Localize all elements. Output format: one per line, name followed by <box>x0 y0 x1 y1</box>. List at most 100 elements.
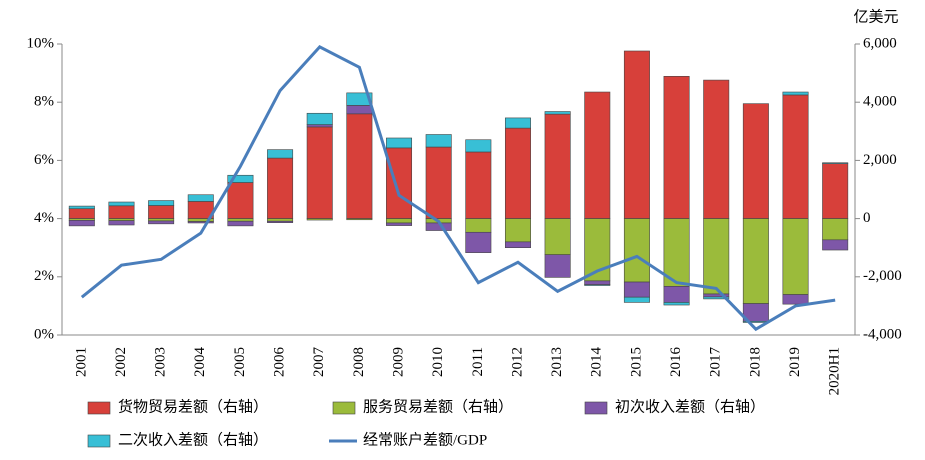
bar-segment <box>822 163 849 219</box>
line <box>80 45 836 332</box>
bar-segment <box>703 218 730 295</box>
legend-swatch <box>332 401 356 415</box>
bar-segment <box>148 220 175 225</box>
bar-segment <box>306 112 333 125</box>
x-tick-label: 2018 <box>747 347 763 377</box>
y2-tick-label: 2,000 <box>863 152 897 168</box>
bar-segment <box>306 126 333 219</box>
bar-segment <box>148 200 175 206</box>
bar-segment <box>623 50 650 219</box>
bar-segment <box>108 205 135 219</box>
bar-segment <box>346 218 373 221</box>
bar-segment <box>623 218 650 283</box>
legend-swatch <box>87 434 111 448</box>
bar-segment <box>703 296 730 300</box>
bar-segment <box>108 218 135 221</box>
bar-segment <box>267 157 294 219</box>
bar-segment <box>782 91 809 96</box>
y-tick-label: 10% <box>27 35 55 51</box>
bar-segment <box>306 218 333 221</box>
bar-segment <box>227 218 254 222</box>
legend-label: 初次收入差额（右轴） <box>615 398 765 415</box>
bar-segment <box>742 103 769 219</box>
bar-segment <box>544 113 571 219</box>
bar-segment <box>782 94 809 219</box>
y2-tick-label: -4,000 <box>863 326 902 342</box>
bar-segment <box>386 222 413 226</box>
bar-segment <box>148 205 175 219</box>
bar-segment <box>544 111 571 115</box>
legend-label: 经常账户差额/GDP <box>363 431 487 448</box>
y2-unit: 亿美元 <box>853 8 898 25</box>
bar-segment <box>108 201 135 207</box>
x-tick-label: 2007 <box>311 347 327 378</box>
y2-tick-label: 4,000 <box>863 94 897 110</box>
bar-segment <box>742 218 769 304</box>
bar-segment <box>346 105 373 115</box>
bar-segment <box>663 76 690 219</box>
y-tick-label: 0% <box>34 326 54 342</box>
bar-segment <box>504 218 531 243</box>
legend-label: 二次收入差额（右轴） <box>118 431 268 448</box>
bar-segment <box>346 113 373 219</box>
x-tick-label: 2009 <box>390 347 406 377</box>
x-tick-label: 2020H1 <box>827 347 843 395</box>
y-tick-label: 6% <box>34 152 54 168</box>
bar-segment <box>584 91 611 219</box>
bar-segment <box>68 205 95 210</box>
x-tick-label: 2015 <box>628 347 644 377</box>
bar-segment <box>187 194 214 202</box>
bar-segment <box>68 220 95 227</box>
x-tick-label: 2008 <box>351 347 367 377</box>
bar-segment <box>227 174 254 183</box>
bar-segment <box>822 162 849 164</box>
bar-segment <box>663 286 690 303</box>
x-tick-label: 2003 <box>153 347 169 377</box>
bar-segment <box>306 124 333 128</box>
legend-swatch <box>584 401 608 415</box>
y-tick-label: 8% <box>34 94 54 110</box>
x-tick-label: 2019 <box>787 347 803 377</box>
bar-segment <box>108 220 135 226</box>
bar-segment <box>584 284 611 286</box>
bar-segment <box>187 221 214 224</box>
bar-segment <box>227 182 254 219</box>
bar-segment <box>425 134 452 148</box>
bar-segment <box>346 92 373 106</box>
bar-segment <box>782 218 809 295</box>
y2-tick-label: 0 <box>863 210 871 226</box>
bar-segment <box>465 218 492 233</box>
bar-segment <box>465 151 492 219</box>
bar-segment <box>623 296 650 303</box>
bar-segment <box>386 147 413 219</box>
bar-segment <box>663 302 690 306</box>
x-tick-label: 2005 <box>232 347 248 377</box>
legend-label: 服务贸易差额（右轴） <box>363 398 513 415</box>
bar-segment <box>544 218 571 255</box>
x-tick-label: 2011 <box>470 347 486 376</box>
bar-segment <box>68 208 95 219</box>
x-tick-label: 2014 <box>589 347 605 378</box>
bar-segment <box>465 139 492 153</box>
bar-segment <box>623 281 650 298</box>
x-tick-label: 2001 <box>73 347 89 377</box>
bar-segment <box>822 218 849 241</box>
bar-segment <box>663 218 690 287</box>
y-tick-label: 2% <box>34 268 54 284</box>
bar-segment <box>504 127 531 219</box>
bar-segment <box>386 218 413 224</box>
bar-segment <box>465 231 492 253</box>
y2-tick-label: 6,000 <box>863 35 897 51</box>
bar-segment <box>782 294 809 305</box>
bar-segment <box>584 280 611 285</box>
x-tick-label: 2002 <box>113 347 129 377</box>
x-tick-label: 2006 <box>272 347 288 378</box>
bar-segment <box>267 149 294 159</box>
y2-tick-label: -2,000 <box>863 268 902 284</box>
bar-segment <box>822 239 849 251</box>
x-tick-label: 2010 <box>430 347 446 377</box>
legend-swatch <box>87 401 111 415</box>
bar-segment <box>425 146 452 219</box>
bar-segment <box>227 220 254 227</box>
